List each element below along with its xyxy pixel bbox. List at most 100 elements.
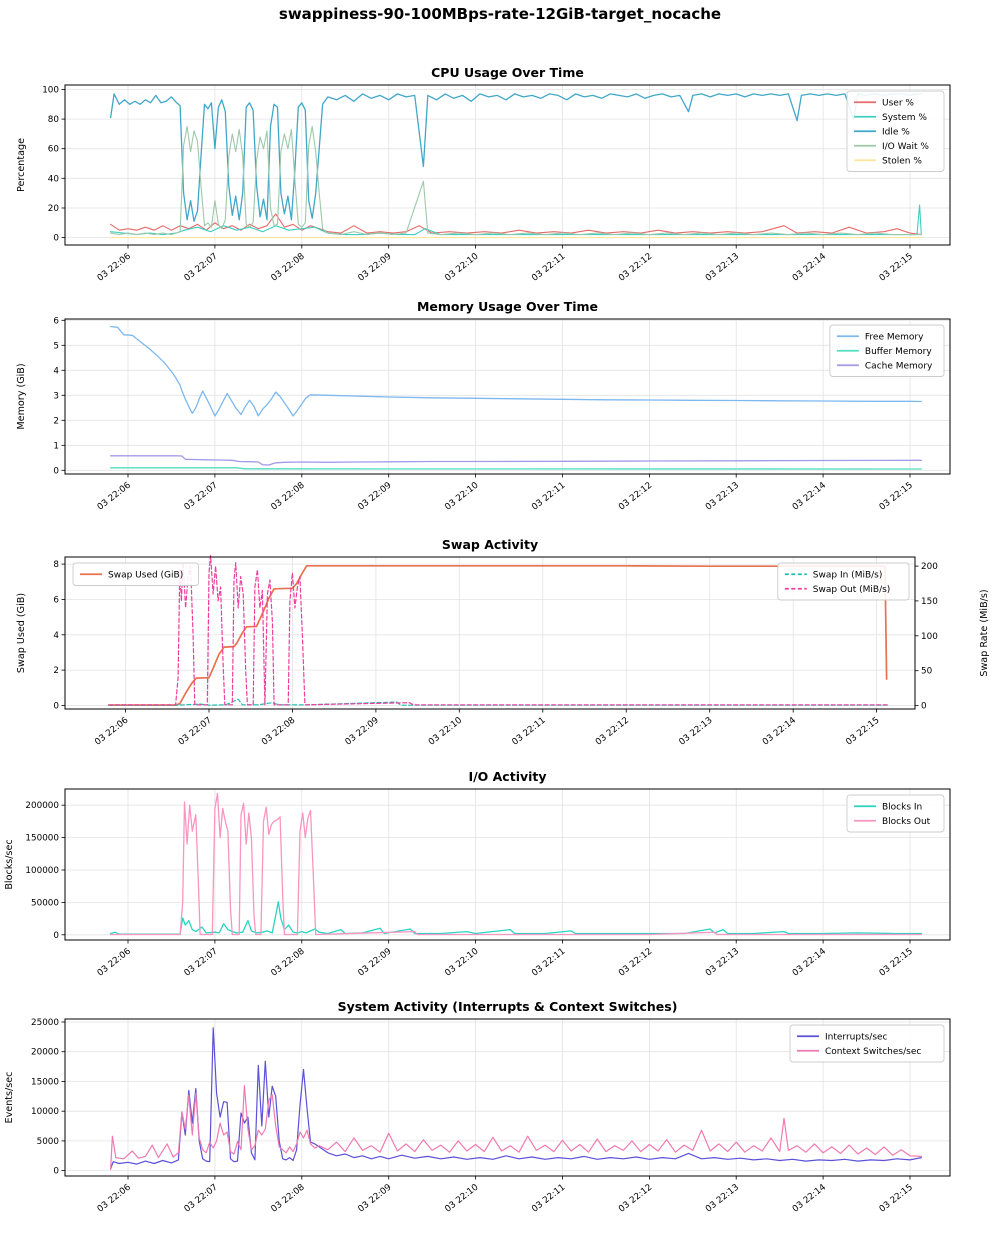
y2-axis-label: Swap Rate (MiB/s): [979, 589, 990, 676]
y-tick-label: 1: [53, 441, 59, 451]
x-tick-label: 03 22:09: [356, 480, 393, 512]
y-axis-label: Percentage: [16, 138, 27, 192]
chart-title: Memory Usage Over Time: [417, 299, 598, 314]
x-tick-label: 03 22:06: [96, 1182, 133, 1214]
x-tick-label: 03 22:13: [704, 1182, 741, 1214]
x-tick-label: 03 22:13: [677, 715, 714, 747]
x-tick-label: 03 22:15: [878, 1182, 915, 1214]
x-tick-label: 03 22:15: [878, 946, 915, 978]
x-tick-label: 03 22:09: [344, 715, 381, 747]
y-tick-label: 60: [48, 145, 60, 155]
legend-label: User %: [882, 98, 914, 108]
x-tick-label: 03 22:08: [269, 251, 306, 283]
y-tick-label: 0: [53, 234, 59, 244]
legend-label: Stolen %: [882, 156, 922, 166]
chart-title: Swap Activity: [442, 537, 538, 552]
iowait-line: [110, 125, 922, 236]
y-axis-label: Events/sec: [4, 1072, 15, 1124]
x-tick-label: 03 22:09: [356, 251, 393, 283]
x-tick-label: 03 22:11: [530, 1182, 567, 1214]
legend: Swap In (MiB/s) Swap Out (MiB/s): [777, 562, 910, 601]
legend-label: Buffer Memory: [865, 347, 932, 357]
x-tick-label: 03 22:07: [183, 946, 220, 978]
cpu-usage-chart: 03 22:06 03 22:07 03 22:08 03 22:09 03 22:10…: [16, 65, 951, 284]
x-tick-label: 03 22:09: [356, 946, 393, 978]
y-tick-label: 2: [53, 666, 59, 676]
x-tick-label: 03 22:07: [183, 1182, 220, 1214]
interrupts-line: [109, 1027, 922, 1170]
legend-label: Blocks Out: [882, 817, 931, 827]
x-tick-label: 03 22:10: [427, 715, 464, 747]
legend: Swap Used (GiB): [72, 562, 199, 586]
y-tick-label: 0: [53, 466, 59, 476]
x-tick-label: 03 22:06: [96, 480, 133, 512]
y2-tick-label: 0: [921, 702, 927, 712]
y-tick-label: 6: [53, 595, 59, 605]
x-tick-label: 03 22:12: [617, 480, 654, 512]
x-tick-label: 03 22:07: [183, 480, 220, 512]
x-tick-label: 03 22:11: [530, 480, 567, 512]
y-tick-label: 3: [53, 391, 59, 401]
system-line: [110, 204, 922, 236]
y-tick-label: 10000: [31, 1107, 59, 1117]
buffer-memory-line: [109, 467, 922, 470]
legend-label: I/O Wait %: [882, 142, 929, 152]
legend-label: Context Switches/sec: [825, 1047, 921, 1057]
legend-label: Swap In (MiB/s): [813, 570, 883, 580]
y-tick-label: 0: [53, 1167, 59, 1177]
blocks-out-line: [109, 792, 922, 936]
y-tick-label: 80: [48, 115, 60, 125]
memory-usage-chart: 03 22:06 03 22:07 03 22:08 03 22:09 03 22:10…: [16, 299, 951, 513]
plot-frame: [64, 556, 916, 710]
x-tick-label: 03 22:12: [617, 946, 654, 978]
y2-tick-label: 200: [921, 562, 938, 572]
x-tick-label: 03 22:11: [530, 946, 567, 978]
swap-activity-chart: 03 22:06 03 22:07 03 22:08 03 22:09 03 22:10…: [16, 537, 990, 748]
io-activity-chart: 03 22:06 03 22:07 03 22:08 03 22:09 03 22:10…: [4, 769, 951, 979]
plot-frame: [64, 318, 951, 475]
legend-label: Free Memory: [865, 332, 924, 342]
y2-tick-label: 50: [921, 667, 933, 677]
legend-label: Interrupts/sec: [825, 1032, 888, 1042]
figure-title: swappiness-90-100MBps-rate-12GiB-target_…: [278, 5, 722, 23]
y2-tick-label: 150: [921, 597, 938, 607]
y-tick-label: 2: [53, 416, 59, 426]
y-tick-label: 4: [53, 631, 59, 641]
legend-label: Swap Out (MiB/s): [813, 585, 891, 595]
x-tick-label: 03 22:08: [269, 946, 306, 978]
y-tick-label: 6: [53, 316, 59, 326]
legend: Free Memory Buffer Memory Cache Memory: [829, 324, 945, 377]
legend: Interrupts/sec Context Switches/sec: [789, 1024, 945, 1063]
y-tick-label: 8: [53, 560, 59, 570]
legend-label: Blocks In: [882, 802, 922, 812]
legend-label: Cache Memory: [865, 361, 933, 371]
legend-label: Swap Used (GiB): [108, 570, 183, 580]
y-tick-label: 0: [53, 702, 59, 712]
user-line: [110, 213, 922, 236]
x-tick-label: 03 22:10: [443, 1182, 480, 1214]
x-tick-label: 03 22:08: [260, 715, 297, 747]
x-tick-label: 03 22:14: [791, 251, 828, 283]
y-axis-label: Blocks/sec: [4, 839, 15, 889]
plot-frame: [64, 1018, 951, 1177]
y-tick-label: 100000: [25, 866, 59, 876]
x-tick-label: 03 22:14: [791, 1182, 828, 1214]
y-axis-label: Swap Used (GiB): [16, 593, 27, 673]
x-tick-label: 03 22:12: [594, 715, 631, 747]
x-tick-label: 03 22:15: [844, 715, 881, 747]
free-memory-line: [109, 325, 922, 417]
legend-label: System %: [882, 113, 927, 123]
system-activity-chart: 03 22:06 03 22:07 03 22:08 03 22:09 03 22:10…: [4, 999, 951, 1215]
context-switches-line: [109, 1084, 922, 1171]
chart-title: CPU Usage Over Time: [431, 65, 584, 80]
x-tick-label: 03 22:09: [356, 1182, 393, 1214]
x-tick-label: 03 22:13: [704, 946, 741, 978]
y-tick-label: 25000: [31, 1018, 59, 1028]
x-tick-label: 03 22:15: [878, 480, 915, 512]
y-tick-label: 200000: [25, 801, 59, 811]
x-tick-label: 03 22:13: [704, 251, 741, 283]
x-tick-label: 03 22:15: [878, 251, 915, 283]
x-tick-label: 03 22:11: [530, 251, 567, 283]
x-tick-label: 03 22:11: [510, 715, 547, 747]
